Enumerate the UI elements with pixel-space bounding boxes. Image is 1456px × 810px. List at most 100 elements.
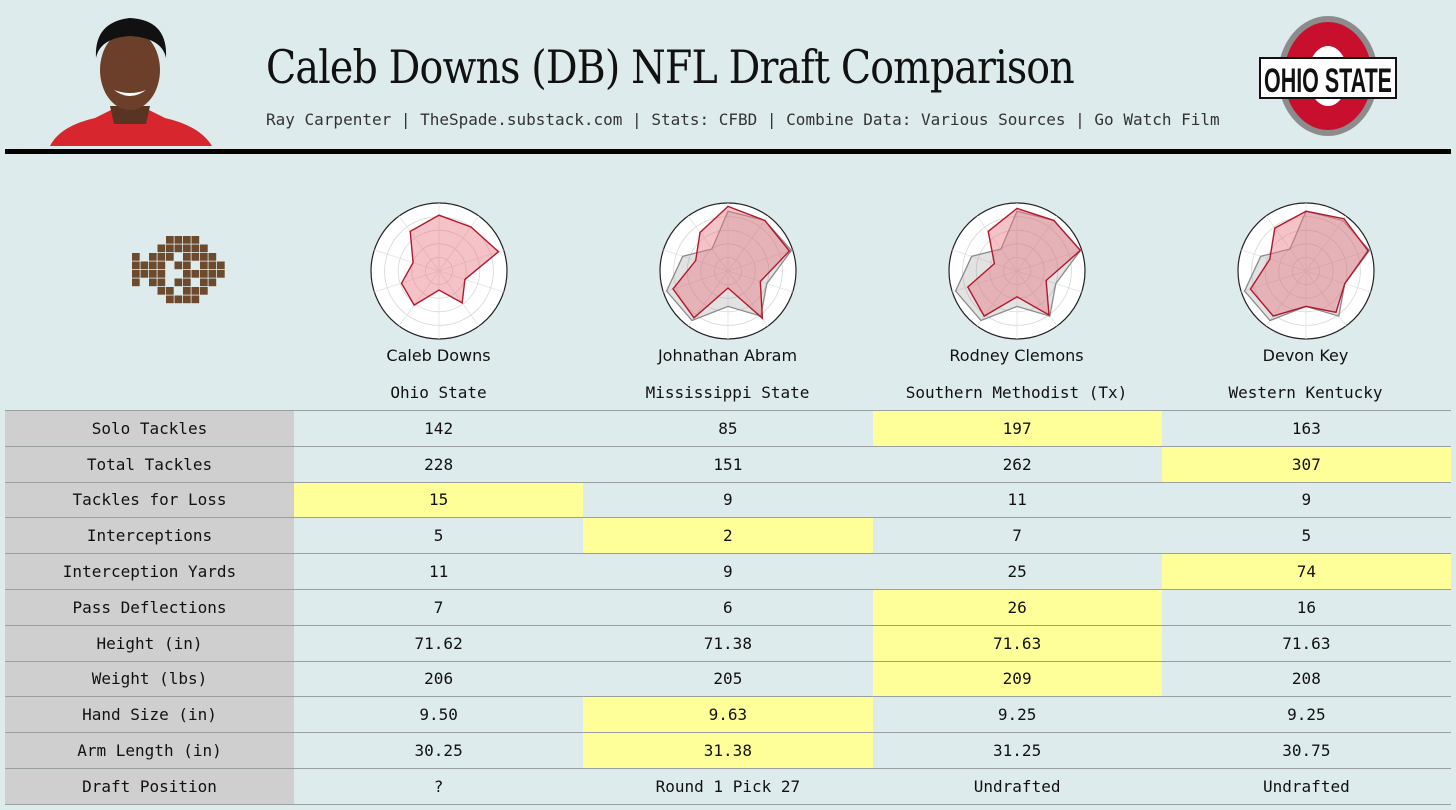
table-row: Draft Position? Round 1 Pick 27 Undrafted U… [5, 767, 1451, 805]
table-cell: 15 [294, 481, 584, 519]
table-cell: 151 [583, 445, 873, 483]
arrowhead-pixel [191, 270, 200, 278]
table-cell: 7 [872, 517, 1162, 555]
table-cell: 31.38 [583, 732, 873, 769]
arrowhead-pixel [174, 295, 183, 304]
table-cell: 9 [583, 481, 873, 519]
arrowhead-pixel [174, 244, 183, 253]
arrowhead-pixel [208, 253, 217, 261]
arrowhead-pixel [183, 270, 191, 278]
radar-spoke [398, 215, 439, 272]
player-photo [50, 18, 212, 146]
arrowhead-pixel [183, 244, 191, 253]
player-radar-polygon [400, 214, 500, 307]
row-label: Draft Position [5, 767, 294, 805]
radar-spoke [438, 215, 479, 272]
table-cell: 71.38 [583, 624, 873, 662]
row-label: Height (in) [5, 624, 294, 662]
arrowhead-pixel [200, 244, 208, 253]
player-school: Ohio State [390, 383, 487, 402]
table-cell: 85 [583, 410, 873, 447]
table-cell: 71.63 [1161, 624, 1451, 662]
arrowhead-pixel [183, 295, 191, 304]
arrowhead-pixel [200, 278, 208, 287]
table-cell: 163 [1161, 410, 1451, 447]
table-cell: 209 [872, 660, 1162, 698]
radar-spoke [1240, 270, 1306, 293]
logo-text: OHIO STATE [1264, 62, 1392, 100]
table-cell: 205 [583, 660, 873, 698]
arrowhead-pixel [166, 236, 174, 244]
table-row: Arm Length (in) 30.25 31.38 31.25 30.75 [5, 732, 1451, 769]
radar-spoke [1305, 270, 1371, 293]
table-cell: 74 [1161, 553, 1451, 590]
table-cell: 9.63 [583, 696, 873, 734]
table-cell: 9.25 [872, 696, 1162, 734]
arrowhead-pixel [132, 253, 140, 261]
player-school: Southern Methodist (Tx) [905, 383, 1128, 402]
header-divider [5, 149, 1451, 154]
table-cell: 71.62 [294, 624, 584, 662]
arrowhead-pixel [191, 287, 200, 295]
radar-spoke [438, 249, 504, 272]
radar-spoke [687, 215, 728, 272]
table-cell: 9.50 [294, 696, 584, 734]
table-cell: 5 [1161, 517, 1451, 555]
arrowhead-pixel [166, 295, 174, 304]
row-label: Tackles for Loss [5, 481, 294, 519]
arrowhead-pixel [191, 253, 200, 261]
arrowhead-pixel [132, 278, 140, 287]
player-radar-polygon [966, 207, 1081, 318]
radar-spoke [373, 249, 439, 272]
radar-spoke [1240, 249, 1306, 272]
table-cell: 9 [1161, 481, 1451, 519]
table-row: Tackles for Loss 15 9 11 9 [5, 481, 1451, 519]
table-cell: 142 [294, 410, 584, 447]
table-cell: 262 [872, 445, 1162, 483]
arrowhead-pixel [140, 270, 149, 278]
radar-spoke [1265, 215, 1306, 272]
table-cell: 7 [294, 588, 584, 626]
radar-spoke [1265, 270, 1306, 327]
arrowhead-pixel [183, 253, 191, 261]
table-row: Total Tackles 228 151 262 307 [5, 445, 1451, 483]
row-label: Solo Tackles [5, 410, 294, 447]
player-radar-polygon [671, 205, 790, 320]
table-cell: 9.25 [1161, 696, 1451, 734]
arrowhead-pixel [157, 261, 166, 270]
arrowhead-pixel [200, 287, 208, 295]
row-label: Hand Size (in) [5, 696, 294, 734]
radar-spoke [373, 270, 439, 293]
arrowhead-pixel [157, 244, 166, 253]
arrowhead-pixel [149, 278, 157, 287]
table-cell: 30.25 [294, 732, 584, 769]
arrowhead-pixel [183, 287, 191, 295]
row-label: Arm Length (in) [5, 732, 294, 769]
arrowhead-pixel [217, 270, 225, 278]
table-cell: 71.63 [872, 624, 1162, 662]
arrowhead-icon [132, 236, 225, 304]
row-label: Interception Yards [5, 553, 294, 590]
table-cell: 9 [583, 553, 873, 590]
table-cell: 30.75 [1161, 732, 1451, 769]
table-cell: 16 [1161, 588, 1451, 626]
arrowhead-pixel [191, 244, 200, 253]
comparison-polygon [665, 210, 792, 322]
page-subtitle: Ray Carpenter | TheSpade.substack.com | … [266, 110, 1220, 129]
table-row: Hand Size (in) 9.50 9.63 9.25 9.25 [5, 696, 1451, 734]
radar-chart [369, 202, 508, 340]
table-row: Weight (lbs) 206 205 209 208 [5, 660, 1451, 698]
table-cell: Undrafted [872, 767, 1162, 805]
stats-table: Solo Tackles 142 85 197 163 Total Tackles 228 1… [5, 410, 1451, 805]
radar-spoke [1305, 215, 1346, 272]
table-cell: 5 [294, 517, 584, 555]
player-radar-polygon [1249, 210, 1369, 317]
arrowhead-pixel [149, 261, 157, 270]
row-label: Weight (lbs) [5, 660, 294, 698]
radar-spoke [951, 249, 1017, 272]
arrowhead-pixel [149, 253, 157, 261]
radar-spoke [951, 270, 1017, 293]
radar-spoke [727, 215, 768, 272]
table-cell: 31.25 [872, 732, 1162, 769]
arrowhead-pixel [200, 270, 208, 278]
